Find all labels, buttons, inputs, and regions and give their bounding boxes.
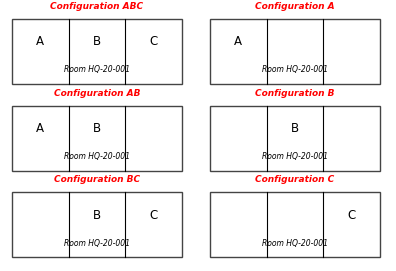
Text: C: C [348, 209, 356, 222]
Text: Configuration C: Configuration C [255, 175, 335, 184]
Bar [210, 106, 380, 171]
Text: Room HQ-20-001: Room HQ-20-001 [262, 152, 328, 161]
Bar [210, 192, 380, 257]
Text: Configuration A: Configuration A [255, 2, 335, 11]
Text: A: A [36, 122, 44, 135]
Text: Room HQ-20-001: Room HQ-20-001 [64, 239, 130, 248]
Text: Room HQ-20-001: Room HQ-20-001 [262, 239, 328, 248]
Text: C: C [150, 35, 158, 48]
Text: Configuration AB: Configuration AB [54, 89, 140, 98]
Text: C: C [150, 209, 158, 222]
Text: B: B [291, 122, 299, 135]
Text: B: B [93, 209, 101, 222]
Text: Room HQ-20-001: Room HQ-20-001 [64, 152, 130, 161]
Bar [12, 192, 182, 257]
Text: B: B [93, 35, 101, 48]
Text: A: A [234, 35, 242, 48]
Text: Configuration ABC: Configuration ABC [50, 2, 144, 11]
Text: Room HQ-20-001: Room HQ-20-001 [64, 65, 130, 74]
Bar [210, 19, 380, 84]
Text: A: A [36, 35, 44, 48]
Text: Room HQ-20-001: Room HQ-20-001 [262, 65, 328, 74]
Bar [12, 106, 182, 171]
Text: Configuration B: Configuration B [255, 89, 335, 98]
Text: B: B [93, 122, 101, 135]
Text: Configuration BC: Configuration BC [54, 175, 140, 184]
Bar [12, 19, 182, 84]
